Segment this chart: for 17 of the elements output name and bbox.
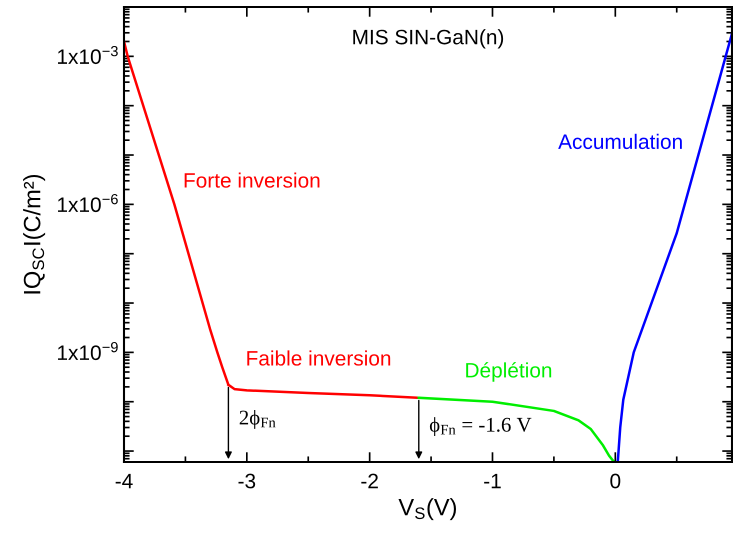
series-label: Déplétion xyxy=(466,362,552,382)
series-label: Accumulation xyxy=(558,134,682,150)
y-tick-label: 1x10$^{−9}$ xyxy=(58,342,118,360)
x-axis-title: V$_{S}$(V) xyxy=(398,498,456,520)
x-tick-label: 0 xyxy=(610,474,620,488)
x-tick-label: -1 xyxy=(484,474,501,488)
y-tick-label: 1x10$^{−3}$ xyxy=(58,46,118,64)
x-tick-label: -4 xyxy=(116,474,133,488)
x-tick-label: -3 xyxy=(238,474,256,488)
text: MIS SIN-GaN(n) xyxy=(353,29,504,49)
annotation: ϕ$_{Fn}$ = -1.6 V xyxy=(430,417,532,436)
y-axis-title: IQ$_{SC}$I(C/m²) xyxy=(23,174,46,294)
x-tick-label: -2 xyxy=(361,474,378,488)
series-label: Faible inversion xyxy=(247,350,390,366)
series-label: Forte inversion xyxy=(184,172,320,188)
annotation: 2ϕ$_{Fn}$ xyxy=(240,410,276,429)
y-tick-label: 1x10$^{−6}$ xyxy=(58,194,118,212)
